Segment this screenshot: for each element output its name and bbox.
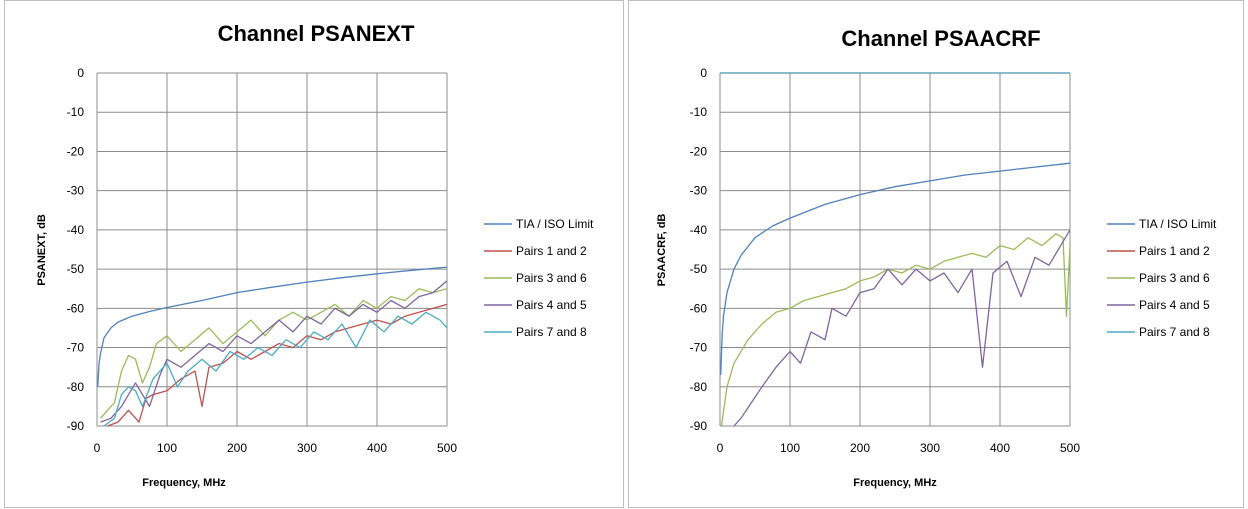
legend: TIA / ISO Limit Pairs 1 and 2 Pairs 3 and … [484,217,594,339]
y-axis-label: PSAACRF, dB [656,214,668,287]
y-tick-label: -50 [67,262,85,276]
legend-label: Pairs 7 and 8 [1139,325,1210,339]
y-axis-label: PSANEXT, dB [36,214,48,286]
y-tick-label: -30 [67,184,85,198]
series-line-0 [720,162,1070,376]
series-line-3 [733,229,1070,427]
legend-label: Pairs 4 and 5 [1139,298,1210,312]
y-tick-label: 0 [700,66,707,80]
legend: TIA / ISO Limit Pairs 1 and 2 Pairs 3 and … [1107,217,1217,339]
y-tick-label: -70 [690,341,708,355]
x-axis-label: Frequency, MHz [853,477,937,489]
x-tick-label: 100 [780,441,800,455]
chart-title: Channel PSANEXT [218,21,415,46]
x-tick-label: 200 [227,441,247,455]
y-tick-label: -90 [690,419,708,433]
y-tick-label: -10 [690,105,708,119]
y-tick-label: -40 [67,223,85,237]
psanext-chart-panel: Channel PSANEXT Frequency, MHz PSANEXT, … [4,0,624,508]
y-tick-label: -60 [690,301,708,315]
x-tick-labels: 0 100 200 300 400 500 [94,441,458,455]
psaacrf-chart-panel: Channel PSAACRF Frequency, MHz PSAACRF, … [628,0,1244,508]
y-tick-label: -30 [690,184,708,198]
series-line-2 [720,233,1070,427]
y-tick-label: -50 [690,262,708,276]
y-tick-label: 0 [77,66,84,80]
legend-label: Pairs 4 and 5 [516,298,587,312]
series-line-0 [97,266,447,387]
legend-label: TIA / ISO Limit [1139,217,1217,231]
series-line-1 [107,303,447,427]
y-tick-label: -20 [690,144,708,158]
y-tick-label: -70 [67,341,85,355]
x-tick-label: 400 [367,441,387,455]
x-tick-label: 300 [297,441,317,455]
grid [96,72,448,427]
x-tick-label: 0 [94,441,101,455]
plot-series [720,72,1070,427]
y-tick-label: -80 [690,380,708,394]
legend-label: TIA / ISO Limit [516,217,594,231]
psanext-chart: Channel PSANEXT Frequency, MHz PSANEXT, … [36,21,594,489]
legend-label: Pairs 1 and 2 [1139,244,1210,258]
series-line-2 [100,288,447,419]
series-line-4 [103,311,447,427]
y-tick-labels: 0 -10 -20 -30 -40 -50 -60 -70 -80 -90 [67,66,85,433]
y-tick-label: -20 [67,144,85,158]
chart-title: Channel PSAACRF [841,26,1040,51]
legend-label: Pairs 3 and 6 [516,271,587,285]
x-tick-label: 300 [920,441,940,455]
x-tick-label: 500 [437,441,457,455]
x-tick-label: 400 [990,441,1010,455]
legend-label: Pairs 1 and 2 [516,244,587,258]
series-line-3 [100,280,447,423]
x-tick-label: 0 [717,441,724,455]
x-axis-label: Frequency, MHz [142,477,226,489]
legend-label: Pairs 7 and 8 [516,325,587,339]
x-tick-label: 100 [157,441,177,455]
y-tick-label: -40 [690,223,708,237]
psaacrf-chart: Channel PSAACRF Frequency, MHz PSAACRF, … [656,26,1217,489]
y-tick-label: -10 [67,105,85,119]
x-tick-label: 200 [850,441,870,455]
y-tick-label: -90 [67,419,85,433]
x-tick-label: 500 [1060,441,1080,455]
x-tick-labels: 0 100 200 300 400 500 [717,441,1081,455]
y-tick-label: -60 [67,301,85,315]
y-tick-label: -80 [67,380,85,394]
legend-label: Pairs 3 and 6 [1139,271,1210,285]
y-tick-labels: 0 -10 -20 -30 -40 -50 -60 -70 -80 -90 [690,66,708,433]
plot-series [97,266,447,427]
